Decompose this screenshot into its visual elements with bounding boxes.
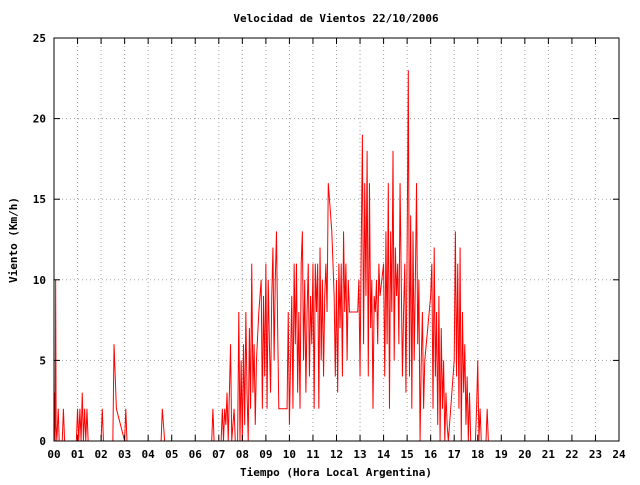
x-tick-label: 00: [47, 448, 60, 461]
x-tick-label: 14: [377, 448, 391, 461]
y-tick-label: 15: [33, 193, 46, 206]
x-tick-label: 01: [71, 448, 85, 461]
x-tick-label: 15: [401, 448, 414, 461]
x-tick-label: 13: [353, 448, 366, 461]
x-tick-label: 05: [165, 448, 178, 461]
x-tick-label: 20: [518, 448, 531, 461]
x-tick-label: 11: [306, 448, 320, 461]
axis-ticks: 00 01 02 03 04 05 06 07 08 09 10 11 12 13 14 15 16 17 18 19…: [33, 32, 626, 461]
x-tick-label: 21: [542, 448, 556, 461]
y-tick-label: 10: [33, 274, 46, 287]
y-tick-label: 5: [39, 354, 46, 367]
x-tick-label: 17: [448, 448, 461, 461]
x-tick-label: 19: [495, 448, 508, 461]
x-tick-label: 12: [330, 448, 343, 461]
x-tick-label: 03: [118, 448, 131, 461]
x-tick-label: 07: [212, 448, 225, 461]
chart-title: Velocidad de Vientos 22/10/2006: [233, 12, 439, 25]
x-tick-label: 16: [424, 448, 438, 461]
x-tick-label: 18: [471, 448, 484, 461]
x-axis-label: Tiempo (Hora Local Argentina): [240, 466, 432, 479]
x-tick-label: 04: [142, 448, 156, 461]
y-tick-label: 25: [33, 32, 46, 45]
x-tick-label: 08: [236, 448, 249, 461]
x-tick-label: 06: [189, 448, 203, 461]
x-tick-label: 23: [589, 448, 602, 461]
y-axis-label: Viento (Km/h): [7, 197, 20, 283]
y-tick-label: 0: [39, 435, 46, 448]
x-tick-label: 02: [94, 448, 107, 461]
x-tick-label: 22: [565, 448, 578, 461]
x-tick-label: 10: [283, 448, 296, 461]
x-tick-label: 24: [612, 448, 626, 461]
x-tick-label: 09: [259, 448, 272, 461]
y-tick-label: 20: [33, 113, 46, 126]
